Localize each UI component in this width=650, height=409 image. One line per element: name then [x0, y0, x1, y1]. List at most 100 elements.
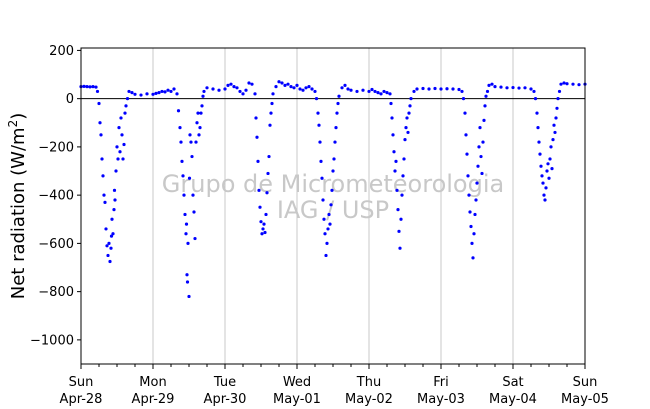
data-point: [565, 82, 569, 86]
data-point: [101, 174, 105, 178]
data-point: [116, 157, 120, 161]
data-point: [202, 89, 206, 94]
data-point: [235, 86, 239, 90]
data-point: [261, 227, 265, 231]
data-point: [166, 88, 170, 92]
data-point: [201, 94, 205, 98]
data-point: [367, 89, 371, 94]
data-point: [546, 162, 550, 166]
data-point: [197, 133, 201, 137]
data-point: [123, 111, 127, 115]
data-point: [199, 111, 203, 115]
data-point: [97, 101, 101, 106]
data-point: [292, 86, 296, 90]
vertical-grid: [152, 48, 514, 364]
y-tick-label: 200: [49, 44, 74, 59]
data-point: [109, 246, 113, 250]
data-point: [333, 140, 337, 144]
data-point: [404, 126, 408, 130]
x-tick-day-label: Mon: [139, 375, 166, 390]
data-point: [557, 89, 562, 94]
data-point: [205, 86, 209, 90]
data-point: [180, 159, 184, 163]
data-point: [211, 87, 215, 91]
data-point: [298, 87, 302, 91]
data-point: [194, 140, 198, 144]
data-point: [475, 181, 479, 185]
data-point: [185, 280, 190, 284]
data-point: [322, 217, 326, 221]
data-point: [463, 111, 467, 115]
data-point: [113, 198, 117, 202]
x-tick-date-label: May-03: [417, 392, 465, 407]
data-point: [172, 87, 176, 91]
data-point: [536, 126, 540, 130]
data-point: [330, 188, 334, 192]
data-point: [547, 176, 551, 180]
data-point: [217, 88, 221, 92]
data-point: [474, 198, 478, 202]
data-point: [469, 224, 473, 229]
x-tick-day-label: Sun: [69, 375, 94, 390]
data-point: [538, 152, 542, 156]
data-point: [388, 92, 392, 96]
data-point: [133, 92, 137, 96]
data-point: [190, 154, 194, 159]
data-point: [295, 83, 299, 87]
data-point: [346, 87, 350, 91]
data-point: [332, 157, 336, 161]
data-point: [255, 135, 259, 139]
data-point: [307, 85, 311, 89]
data-point: [472, 232, 476, 236]
x-tick-date-label: May-02: [345, 392, 393, 407]
data-point: [189, 140, 193, 144]
data-point: [331, 169, 335, 173]
data-point: [542, 193, 546, 197]
data-point: [154, 91, 158, 95]
data-point: [355, 89, 359, 94]
data-point: [139, 93, 143, 97]
data-point: [184, 222, 189, 226]
x-tick-day-label: Sun: [573, 375, 598, 390]
x-tick-day-label: Fri: [433, 375, 449, 390]
data-point: [88, 85, 92, 89]
data-point: [461, 97, 466, 101]
data-point: [464, 133, 468, 137]
data-point: [487, 83, 491, 87]
data-point: [145, 92, 149, 96]
data-point: [321, 198, 325, 202]
watermark-line: IAG / USP: [277, 196, 389, 224]
data-point: [319, 159, 323, 163]
data-point: [253, 92, 257, 96]
x-axis-ticks: Sun Apr-28 Mon Apr-29 Tue Apr-30 Wed May-01 Thu M…: [60, 364, 609, 407]
data-point: [247, 81, 251, 85]
data-point: [532, 89, 536, 94]
data-point: [467, 193, 471, 197]
y-tick-label: −600: [38, 237, 74, 252]
data-point: [274, 85, 278, 89]
data-point: [373, 89, 377, 94]
data-point: [260, 232, 264, 236]
data-point: [393, 169, 397, 173]
data-point: [181, 174, 185, 178]
data-point: [476, 164, 480, 168]
data-point: [402, 157, 406, 161]
data-point: [258, 205, 262, 209]
data-point: [465, 152, 469, 156]
data-point: [264, 212, 268, 217]
data-point: [397, 229, 401, 233]
y-axis-ticks: 200 0 −200 −400 −600 −800 −1000: [30, 44, 81, 348]
data-point: [412, 89, 416, 94]
data-point: [175, 92, 179, 96]
data-point: [399, 217, 403, 221]
data-point: [130, 91, 134, 95]
data-point: [406, 130, 410, 135]
data-point: [241, 92, 245, 96]
data-point: [280, 81, 284, 85]
data-point: [112, 208, 116, 212]
data-point: [108, 259, 112, 264]
data-point: [110, 217, 114, 221]
data-point: [529, 87, 533, 91]
data-point: [289, 85, 293, 89]
